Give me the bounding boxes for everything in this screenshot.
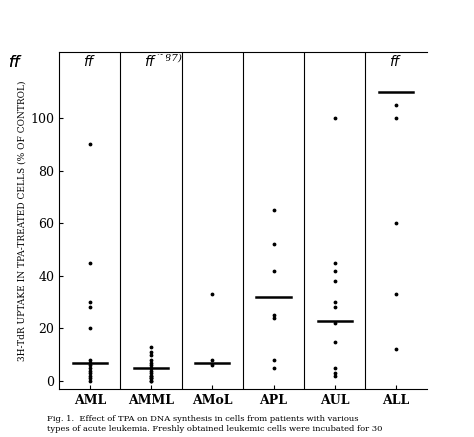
Text: $\it{ff}$: $\it{ff}$ xyxy=(8,54,22,69)
Text: (187): (187) xyxy=(154,54,182,63)
Text: $\it{ff}$: $\it{ff}$ xyxy=(83,54,97,69)
Y-axis label: 3H-TdR UPTAKE IN TPA-TREATED CELLS (% OF CONTROL): 3H-TdR UPTAKE IN TPA-TREATED CELLS (% OF… xyxy=(17,80,26,361)
Text: $\it{ff}$: $\it{ff}$ xyxy=(144,54,158,69)
Text: $\it{ff}$: $\it{ff}$ xyxy=(8,54,22,69)
Text: $\it{ff}$: $\it{ff}$ xyxy=(389,54,403,69)
Bar xyxy=(381,55,411,68)
Text: $\it{ff}$: $\it{ff}$ xyxy=(83,54,97,69)
Bar xyxy=(136,55,166,68)
Text: $\it{ff}$: $\it{ff}$ xyxy=(144,54,158,69)
Bar xyxy=(74,55,105,68)
Bar xyxy=(26,55,35,68)
Text: $\it{ff}$: $\it{ff}$ xyxy=(389,54,403,69)
Text: Fig. 1.  Effect of TPA on DNA synthesis in cells from patients with various
type: Fig. 1. Effect of TPA on DNA synthesis i… xyxy=(47,416,383,433)
